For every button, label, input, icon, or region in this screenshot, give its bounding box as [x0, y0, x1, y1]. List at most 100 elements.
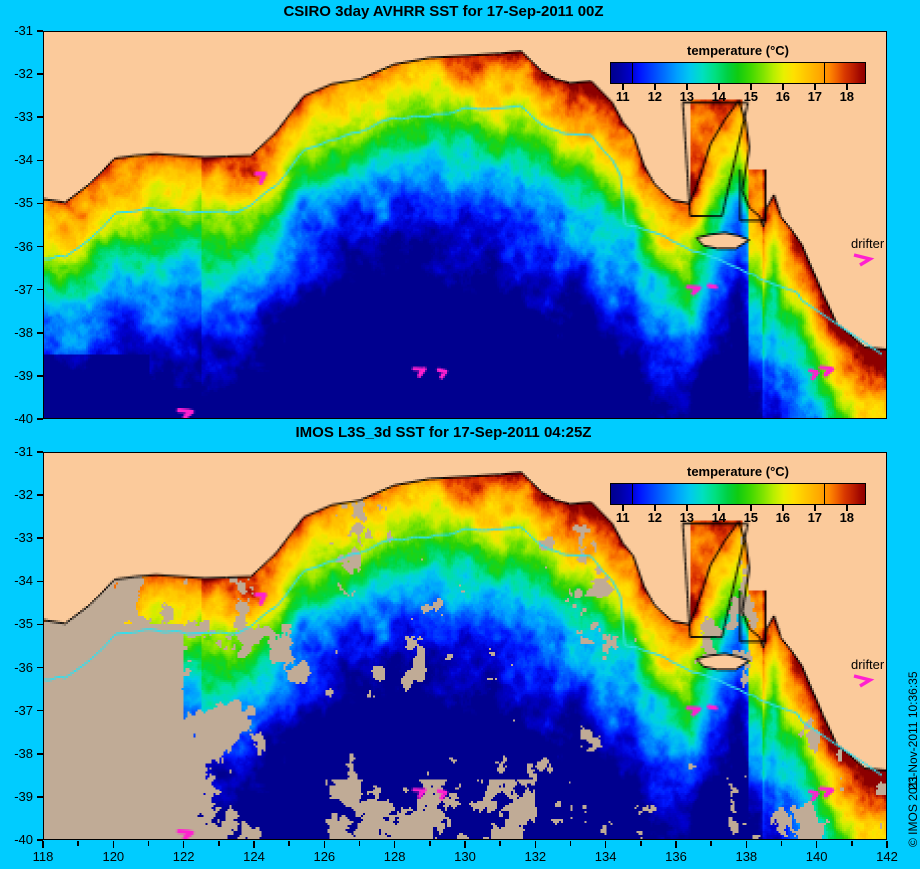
colorbar-tick	[846, 505, 848, 511]
y-axis: -31 -32 -33 -34 -35 -36 -37 -38 -39 -40	[0, 23, 43, 426]
y-axis-tick	[37, 709, 43, 712]
colorbar-tick-label: 11	[615, 510, 630, 525]
colorbar-tick	[622, 505, 624, 511]
panel-imos-l3s: IMOS L3S_3d SST for 17-Sep-2011 04:25Z -…	[0, 421, 920, 867]
map-plot-area[interactable]	[43, 452, 887, 840]
x-axis-label: 142	[876, 849, 898, 864]
colorbar-title: temperature (°C)	[687, 43, 789, 58]
x-axis-tick	[77, 841, 79, 846]
colorbar-tick-label: 18	[839, 510, 855, 525]
y-axis-label: -33	[14, 530, 33, 546]
y-axis-label: -34	[14, 152, 33, 168]
colorbar-tick	[686, 505, 688, 511]
y-axis-tick	[37, 623, 43, 626]
y-axis-label: -32	[14, 487, 33, 503]
y-axis-tick	[37, 73, 43, 75]
drifter-label: drifter	[851, 657, 885, 672]
x-axis-tick	[675, 841, 677, 848]
y-axis-label: -39	[14, 788, 33, 804]
colorbar-tick	[622, 84, 624, 90]
x-axis-label: 130	[454, 849, 476, 864]
y-axis-tick	[37, 288, 43, 291]
colorbar-tick-label: 11	[615, 89, 630, 104]
x-axis-tick	[393, 841, 396, 848]
x-axis-tick	[569, 841, 572, 846]
x-axis-tick	[604, 841, 607, 848]
colorbar-title: temperature (°C)	[687, 464, 789, 479]
x-axis-label: 126	[313, 849, 336, 864]
y-axis-tick	[37, 116, 43, 118]
colorbar-tick	[718, 505, 720, 511]
y-axis-label: -32	[14, 66, 33, 82]
x-axis-tick	[323, 841, 326, 848]
y-axis-label: -33	[14, 109, 33, 125]
panel-csiro-avhrr: CSIRO 3day AVHRR SST for 17-Sep-2011 00Z…	[0, 0, 920, 426]
y-axis-tick	[37, 451, 43, 453]
colorbar-tick-label: 16	[775, 89, 791, 104]
colorbar-tick-label: 15	[743, 510, 759, 525]
timestamp-credit: 23-Nov-2011 10:36:35	[906, 671, 920, 790]
colorbar-gradient	[610, 483, 866, 505]
x-axis-tick	[534, 841, 537, 848]
x-axis: 118 120 122 124 126 128 130 132 134 136 138 140 142	[33, 841, 898, 869]
x-axis-label: 122	[172, 849, 195, 864]
colorbar-tick	[750, 505, 752, 511]
colorbar-tick-label: 12	[647, 89, 663, 104]
colorbar-tick	[814, 84, 816, 90]
colorbar-tick	[814, 505, 816, 511]
colorbar-tick	[750, 84, 752, 90]
y-axis-tick	[37, 30, 43, 32]
colorbar-tick-label: 14	[711, 510, 727, 525]
colorbar-tick	[654, 505, 656, 511]
colorbar-tick	[782, 505, 784, 511]
y-axis-tick	[37, 580, 43, 583]
y-axis-tick	[37, 537, 43, 539]
sst-field	[44, 32, 886, 418]
colorbar-tick-label: 18	[839, 89, 855, 104]
x-axis-tick	[253, 841, 255, 848]
colorbar-tick-label: 16	[775, 510, 791, 525]
y-axis-tick	[37, 159, 43, 162]
colorbar-separator	[631, 483, 634, 505]
x-axis-tick	[780, 841, 783, 846]
x-axis-tick	[42, 841, 44, 848]
y-axis-label: -40	[14, 411, 33, 426]
x-axis-tick	[358, 841, 361, 846]
y-axis-tick	[37, 418, 43, 420]
colorbar-tick	[718, 84, 720, 90]
x-axis-label: 128	[383, 849, 406, 864]
colorbar-separator	[631, 62, 634, 84]
x-axis-tick	[886, 841, 888, 848]
colorbar-tick	[782, 84, 784, 90]
drifter-marker-icon	[853, 674, 875, 688]
x-axis-label: 140	[805, 849, 828, 864]
y-axis-label: -39	[14, 367, 33, 383]
x-axis-tick	[182, 841, 185, 848]
sst-field	[44, 453, 886, 839]
colorbar-separator	[823, 483, 826, 505]
y-axis: -31 -32 -33 -34 -35 -36 -37 -38 -39 -40	[0, 444, 43, 847]
x-axis-tick	[464, 841, 466, 848]
colorbar-tick-label: 13	[679, 89, 695, 104]
colorbar-tick-label: 14	[711, 89, 727, 104]
y-axis-tick	[37, 202, 43, 205]
x-axis-tick	[288, 841, 290, 846]
x-axis-tick	[429, 841, 431, 846]
x-axis-tick	[745, 841, 748, 848]
y-axis-label: -31	[14, 23, 33, 38]
colorbar-tick-label: 13	[679, 510, 695, 525]
colorbar-tick	[846, 84, 848, 90]
y-axis-label: -36	[14, 238, 33, 254]
y-axis-label: -37	[14, 702, 33, 718]
map-plot-area[interactable]	[43, 31, 887, 419]
y-axis-label: -35	[14, 195, 33, 211]
y-axis-tick	[37, 494, 43, 496]
colorbar-tick	[654, 84, 656, 90]
x-axis-tick	[710, 841, 712, 846]
y-axis-label: -31	[14, 444, 33, 459]
colorbar-separator	[823, 62, 826, 84]
x-axis-label: 138	[735, 849, 758, 864]
drifter-marker-icon	[853, 253, 875, 267]
x-axis-label: 132	[524, 849, 547, 864]
x-axis-label: 134	[594, 849, 617, 864]
